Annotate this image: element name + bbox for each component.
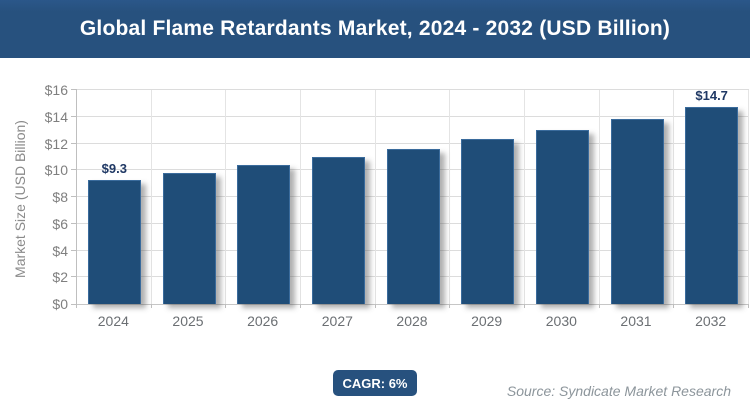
- y-axis-tick-mark: [71, 115, 77, 117]
- x-axis-tick-label: 2028: [396, 313, 428, 329]
- y-axis-tick-mark: [71, 89, 77, 90]
- x-axis-tick-mark: [225, 304, 227, 308]
- y-axis-tick-label: $8: [52, 189, 68, 205]
- gridline-vertical: [673, 90, 675, 304]
- gridline-horizontal: [77, 115, 749, 117]
- gridline-vertical: [150, 90, 152, 304]
- y-axis-tick-mark: [71, 169, 77, 171]
- x-axis-tick-mark: [150, 304, 152, 308]
- x-axis-tick-mark: [374, 304, 376, 308]
- x-axis-tick-label: 2025: [172, 313, 204, 329]
- plot-area: $9.3 $14.7: [71, 88, 749, 308]
- gridline-vertical: [598, 90, 600, 304]
- x-axis-tick-mark: [76, 304, 77, 308]
- x-axis-tick-label: 2024: [97, 313, 129, 329]
- data-label-2024: $9.3: [101, 161, 127, 176]
- cagr-badge: CAGR: 6%: [333, 370, 417, 396]
- y-axis-tick-label: $12: [44, 135, 68, 152]
- source-text: Source: Syndicate Market Research: [506, 383, 731, 399]
- y-axis-tick-label: $16: [44, 82, 68, 98]
- y-axis-tick-label: $4: [52, 242, 68, 259]
- x-axis-tick-mark: [598, 304, 600, 308]
- bar-2028: [386, 149, 440, 304]
- x-axis-tick-mark: [524, 304, 525, 308]
- bar-2026: [237, 165, 291, 304]
- bar-2030: [535, 130, 589, 304]
- y-axis-tick-label: $6: [52, 215, 68, 232]
- chart-title: Global Flame Retardants Market, 2024 - 2…: [79, 17, 671, 40]
- gridline-vertical: [524, 90, 525, 304]
- gridline-horizontal: [77, 142, 749, 144]
- x-axis-tick-mark: [300, 304, 301, 308]
- x-axis-tick-mark: [748, 304, 749, 308]
- x-axis-tick-mark: [449, 304, 451, 308]
- bar-2032: [685, 107, 739, 304]
- x-axis-tick-label: 2031: [620, 313, 652, 329]
- x-axis-tick-label: 2032: [695, 313, 727, 329]
- y-axis-tick-mark: [71, 142, 77, 144]
- gridline-vertical: [225, 90, 227, 304]
- y-axis-tick-mark: [71, 276, 77, 278]
- bar-chart: Market Size (USD Billion) $9.3 $14.7 $0 $2…: [0, 58, 750, 358]
- y-axis-tick-mark: [71, 304, 77, 305]
- bar-2029: [461, 139, 515, 304]
- y-axis-tick-label: $2: [52, 269, 68, 286]
- bar-2024: [87, 180, 141, 304]
- x-axis-tick-label: 2030: [545, 313, 577, 329]
- y-axis-tick-label: $14: [44, 108, 68, 125]
- y-axis-tick-label: $0: [52, 296, 68, 312]
- bar-2031: [610, 119, 664, 304]
- gridline-horizontal: [77, 89, 749, 90]
- x-axis-tick-label: 2029: [471, 313, 503, 329]
- gridline-vertical: [300, 90, 301, 304]
- y-axis-tick-label: $10: [44, 162, 68, 179]
- gridline-vertical: [374, 90, 376, 304]
- y-axis-tick-mark: [71, 249, 77, 251]
- bar-2027: [311, 157, 365, 304]
- data-label-2032: $14.7: [695, 88, 728, 103]
- x-axis-tick-label: 2026: [247, 313, 279, 329]
- bar-2025: [162, 173, 216, 304]
- gridline-vertical: [449, 90, 451, 304]
- y-axis-tick-mark: [71, 222, 77, 224]
- x-axis-tick-mark: [673, 304, 675, 308]
- title-banner: Global Flame Retardants Market, 2024 - 2…: [0, 0, 750, 58]
- y-axis-tick-mark: [71, 196, 77, 197]
- x-axis-tick-label: 2027: [321, 313, 353, 329]
- gridline-vertical: [748, 90, 749, 304]
